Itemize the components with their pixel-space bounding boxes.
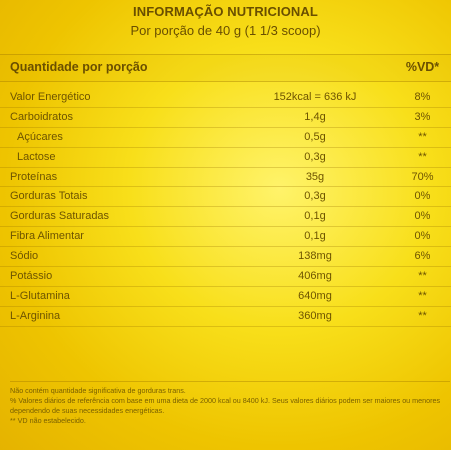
- table-row: Fibra Alimentar 0,1g 0%: [0, 227, 451, 248]
- nutrient-daily-value: **: [418, 270, 427, 283]
- nutrient-name: Sódio: [10, 250, 39, 263]
- nutrient-amount: 152kcal = 636 kJ: [273, 91, 357, 103]
- serving-size-subtitle: Por porção de 40 g (1 1/3 scoop): [130, 23, 321, 38]
- table-row: Valor Energético 152kcal = 636 kJ 8%: [0, 88, 451, 108]
- nutrition-rows: Valor Energético 152kcal = 636 kJ 8% Carboi…: [0, 88, 451, 327]
- nutrient-amount: 138mg: [298, 250, 332, 263]
- table-row: Proteínas 35g 70%: [0, 168, 451, 188]
- footnotes: Não contém quantidade significativa de g…: [10, 381, 450, 426]
- nutrient-daily-value: 8%: [414, 91, 431, 103]
- nutrient-name: Carboidratos: [10, 110, 73, 123]
- table-row: L-Arginina 360mg **: [0, 307, 451, 327]
- nutrient-daily-value: 0%: [414, 230, 431, 243]
- table-header-row: Quantidade por porção %VD*: [0, 54, 451, 82]
- nutrient-daily-value: **: [418, 289, 427, 302]
- nutrient-daily-value: 3%: [414, 110, 431, 123]
- nutrient-amount: 35g: [305, 170, 325, 183]
- nutrient-amount: 640mg: [298, 289, 332, 302]
- footnote-trans-fat: Não contém quantidade significativa de g…: [10, 386, 186, 395]
- nutrition-header: INFORMAÇÃO NUTRICIONAL Por porção de 40 …: [0, 3, 451, 39]
- nutrient-name: Gorduras Saturadas: [10, 210, 110, 223]
- nutrient-name: Açúcares: [17, 130, 63, 143]
- table-row: Carboidratos 1,4g 3%: [0, 108, 451, 128]
- nutrient-name: L-Glutamina: [10, 289, 70, 302]
- nutrient-name: Lactose: [17, 150, 56, 163]
- footnote-daily-values: % Valores diários de referência com base…: [10, 396, 441, 405]
- nutrient-name: Valor Energético: [10, 91, 91, 103]
- nutrient-name: Fibra Alimentar: [10, 230, 84, 243]
- nutrient-amount: 0,3g: [304, 190, 326, 203]
- page-title: INFORMAÇÃO NUTRICIONAL: [133, 4, 318, 19]
- table-row: Lactose 0,3g **: [0, 148, 451, 168]
- nutrient-amount: 1,4g: [304, 110, 326, 123]
- footnote-daily-values-cont: dependendo de suas necessidades energéti…: [10, 406, 165, 415]
- nutrient-amount: 0,3g: [304, 150, 326, 163]
- nutrient-daily-value: 0%: [414, 190, 431, 203]
- table-row: L-Glutamina 640mg **: [0, 287, 451, 307]
- nutrient-name: Gorduras Totais: [10, 190, 88, 203]
- column-header-quantity: Quantidade por porção: [10, 60, 148, 74]
- table-row: Açúcares 0,5g **: [0, 128, 451, 148]
- nutrient-daily-value: 70%: [411, 170, 434, 183]
- column-header-vd: %VD*: [405, 60, 440, 74]
- nutrient-amount: 0,1g: [304, 210, 326, 223]
- footnote-vd-not-established: ** VD não estabelecido.: [10, 416, 86, 425]
- nutrient-daily-value: **: [418, 150, 427, 163]
- nutrient-daily-value: **: [418, 309, 427, 322]
- nutrient-name: Potássio: [10, 270, 53, 283]
- nutrient-daily-value: 0%: [414, 210, 431, 223]
- nutrient-name: Proteínas: [10, 170, 58, 183]
- table-row: Sódio 138mg 6%: [0, 247, 451, 268]
- nutrient-amount: 406mg: [298, 270, 332, 283]
- nutrient-amount: 0,5g: [304, 130, 326, 143]
- nutrition-table: Quantidade por porção %VD* Valor Energét…: [0, 54, 451, 327]
- nutrient-name: L-Arginina: [10, 309, 61, 322]
- nutrient-amount: 0,1g: [304, 230, 326, 243]
- table-row: Gorduras Totais 0,3g 0%: [0, 187, 451, 208]
- nutrient-daily-value: **: [418, 130, 427, 143]
- nutrient-amount: 360mg: [298, 309, 332, 322]
- table-row: Gorduras Saturadas 0,1g 0%: [0, 207, 451, 228]
- table-row: Potássio 406mg **: [0, 267, 451, 287]
- nutrient-daily-value: 6%: [414, 250, 431, 263]
